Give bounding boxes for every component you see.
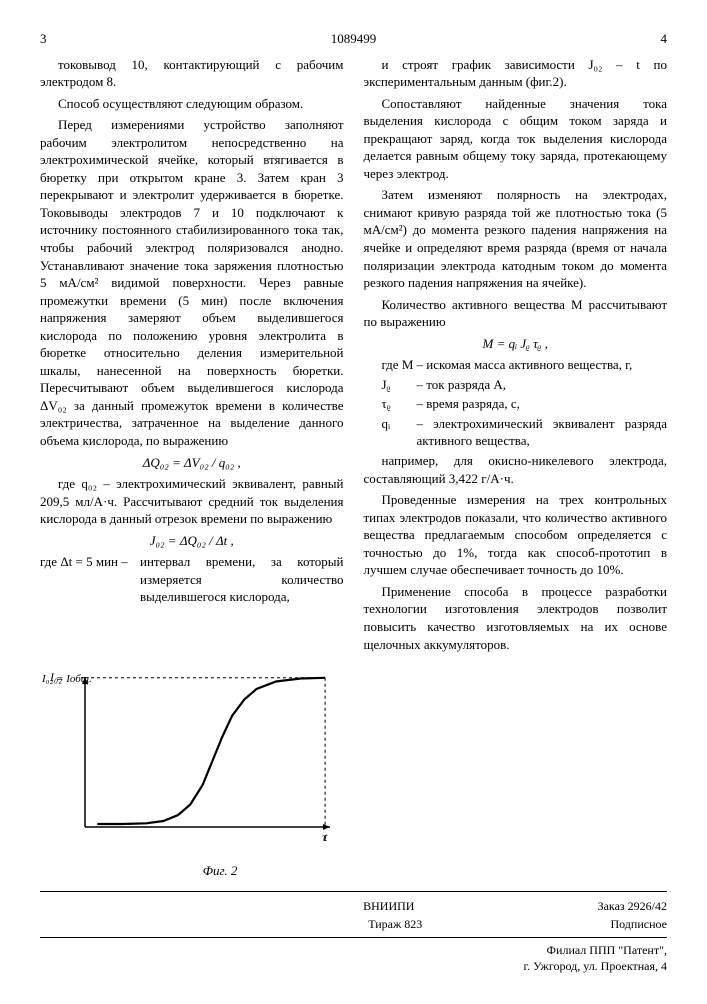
where-list: где М– искомая масса активного вещества,… — [382, 356, 668, 450]
para: Перед измерениями устройство заполняют р… — [40, 116, 344, 449]
footer-org: ВНИИПИ — [363, 898, 414, 914]
where-sym: τᵨ — [382, 395, 417, 413]
left-column: токовывод 10, контактирующий с рабочим э… — [40, 56, 344, 658]
para: Затем изменяют полярность на электродах,… — [364, 186, 668, 291]
text-columns: токовывод 10, контактирующий с рабочим э… — [40, 56, 667, 658]
where-sym: где Δt = 5 мин – — [40, 553, 140, 606]
where-block: где Δt = 5 мин – интервал времени, за ко… — [40, 553, 344, 606]
formula: J₀₂ = ΔQ₀₂ / Δt , — [40, 532, 344, 550]
svg-text:I₀₂ = Iобщ.: I₀₂ = Iобщ. — [41, 673, 92, 685]
para: Проведенные измерения на трех контрольны… — [364, 491, 668, 579]
para: и строят график зависимости J₀₂ – t по э… — [364, 56, 668, 91]
doc-number: 1089499 — [331, 30, 377, 48]
chart-svg: I₀₂I₀₂ = Iобщ.tτ — [40, 667, 340, 857]
para: например, для окисно-никелевого электрод… — [364, 452, 668, 487]
formula: ΔQ₀₂ = ΔV₀₂ / q₀₂ , — [40, 454, 344, 472]
where-text: – время разряда, с, — [417, 395, 520, 413]
para: Способ осуществляют следующим образом. — [40, 95, 344, 113]
where-sym: Jᵨ — [382, 376, 417, 394]
para: Количество активного вещества М рассчиты… — [364, 296, 668, 331]
right-column: и строят график зависимости J₀₂ – t по э… — [364, 56, 668, 658]
footer-line2a: Филиал ППП "Патент", — [40, 942, 667, 958]
footer-tirazh: Тираж 823 — [368, 916, 422, 932]
para: где q₀₂ – электрохимический эквивалент, … — [40, 475, 344, 528]
page-num-left: 3 — [40, 30, 47, 48]
chart-caption: Фиг. 2 — [100, 862, 340, 880]
page-num-right: 4 — [661, 30, 668, 48]
where-text: – искомая масса активного вещества, г, — [417, 356, 633, 374]
para: Сопоставляют найденные значения тока выд… — [364, 95, 668, 183]
svg-text:τ: τ — [322, 830, 327, 844]
where-sym: qᵢ — [382, 415, 417, 450]
formula: M = qᵢ Jᵨ τᵨ , — [364, 335, 668, 353]
footer-line2b: г. Ужгород, ул. Проектная, 4 — [40, 958, 667, 974]
where-text: интервал времени, за который измеряется … — [140, 553, 344, 606]
para: токовывод 10, контактирующий с рабочим э… — [40, 56, 344, 91]
chart-figure: I₀₂I₀₂ = Iобщ.tτ Фиг. 2 — [40, 667, 667, 879]
footer-sub: Подписное — [610, 916, 667, 932]
footer-order: Заказ 2926/42 — [598, 898, 667, 914]
where-text: – ток разряда А, — [417, 376, 506, 394]
where-sym: где М — [382, 356, 417, 374]
where-text: – электрохимический эквивалент разряда а… — [417, 415, 668, 450]
page-header: 3 1089499 4 — [40, 30, 667, 48]
para: Применение способа в процессе разработки… — [364, 583, 668, 653]
page-footer: ВНИИПИ Заказ 2926/42 Тираж 823 Подписное… — [40, 891, 667, 974]
